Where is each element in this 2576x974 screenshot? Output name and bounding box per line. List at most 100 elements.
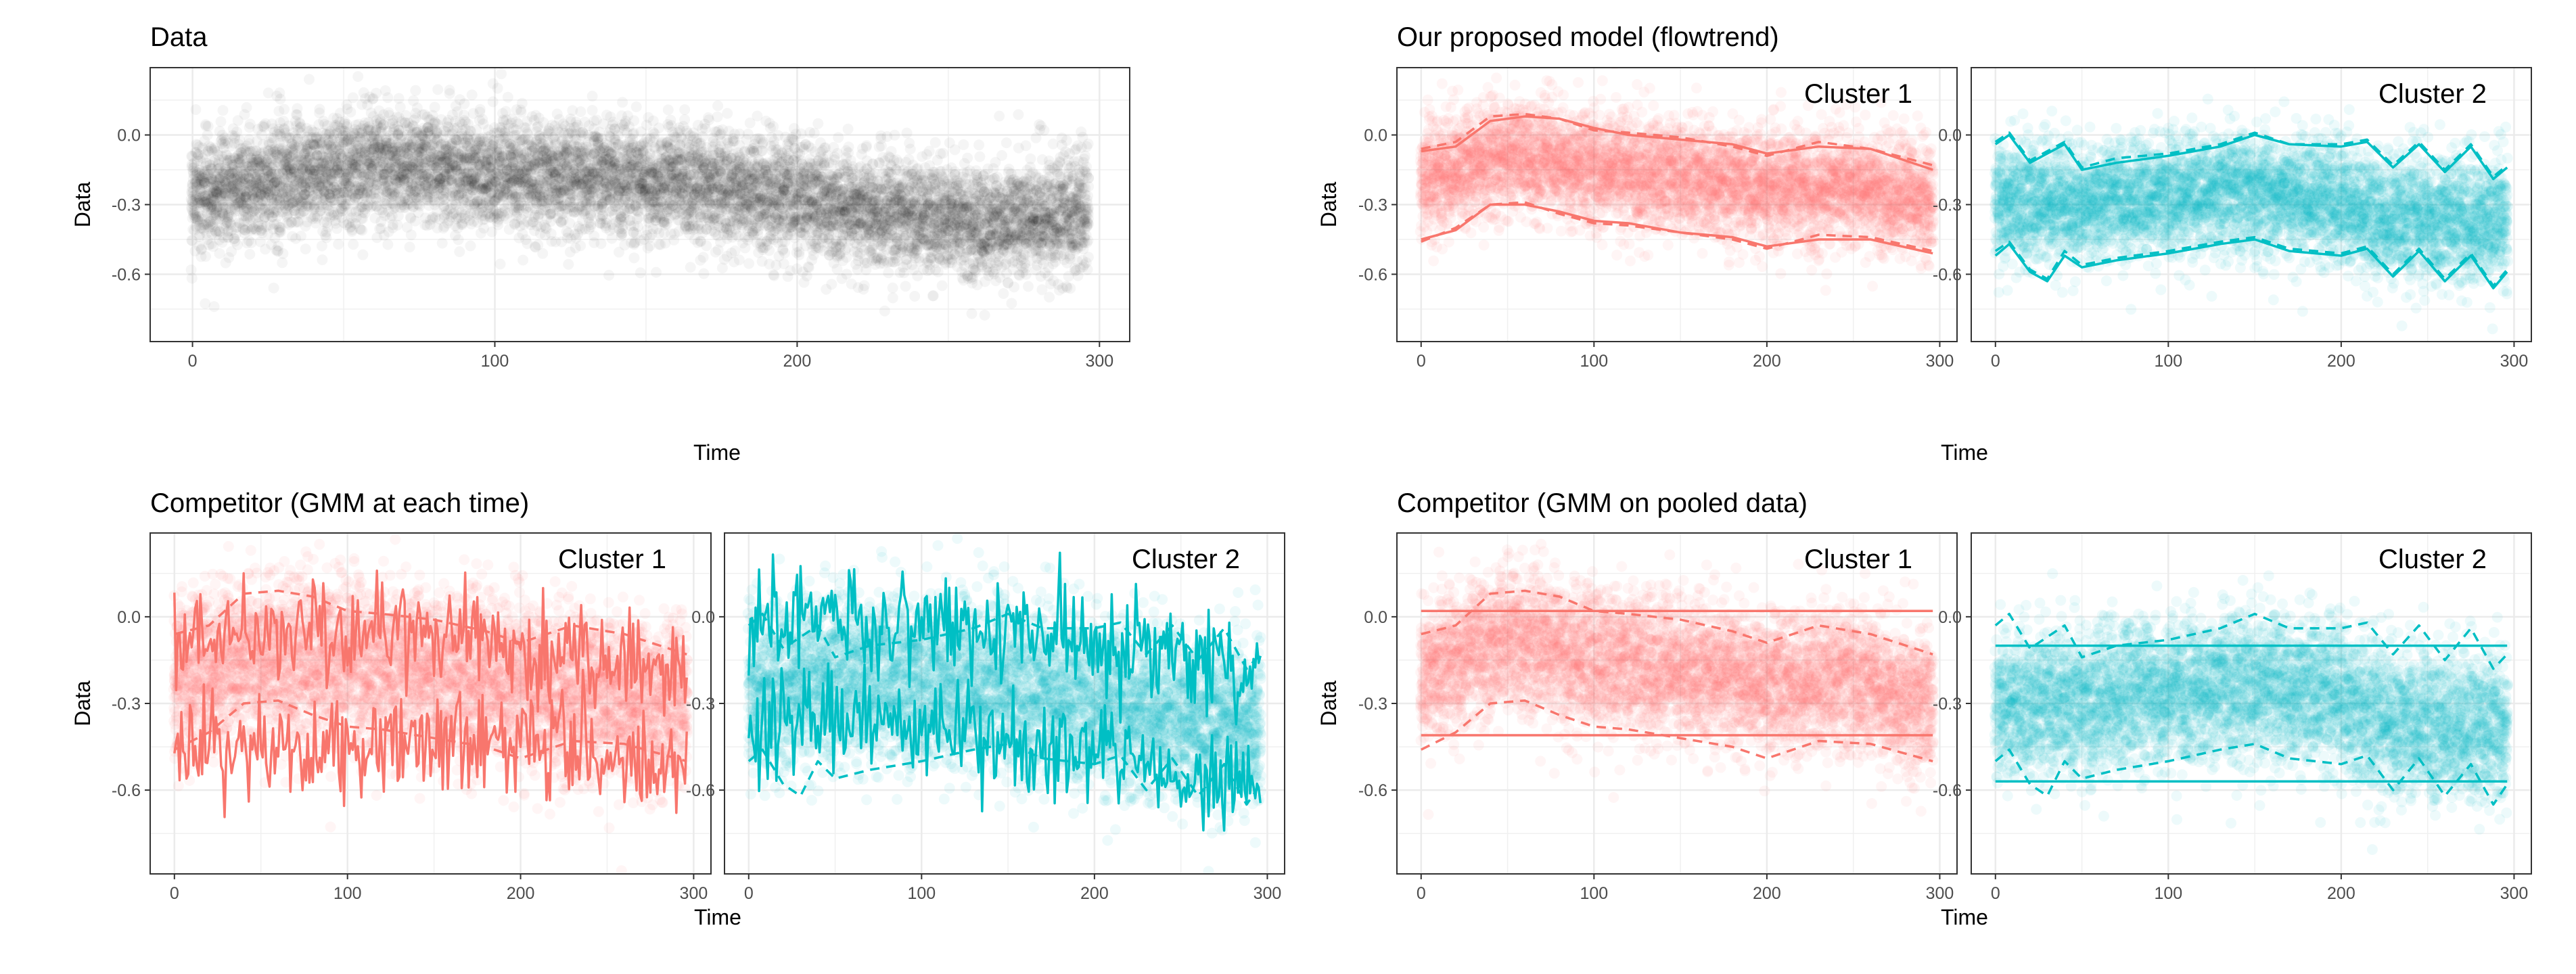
- data-point: [345, 106, 356, 118]
- data-point: [231, 175, 243, 187]
- data-point: [238, 180, 249, 191]
- data-point: [232, 173, 244, 185]
- data-point: [453, 234, 464, 246]
- data-point: [218, 202, 229, 213]
- data-point: [247, 193, 258, 204]
- data-point: [239, 164, 251, 176]
- data-point: [186, 235, 198, 246]
- data-point: [206, 145, 218, 157]
- data-point: [241, 191, 252, 203]
- data-point: [229, 172, 240, 184]
- data-point: [221, 179, 232, 190]
- data-point: [665, 114, 676, 126]
- data-point: [229, 189, 239, 201]
- data-point: [257, 121, 269, 132]
- data-point: [236, 152, 248, 163]
- data-point: [256, 227, 268, 239]
- data-point: [212, 225, 223, 236]
- data-point: [216, 167, 228, 179]
- data-point: [187, 165, 199, 177]
- data-point: [199, 168, 210, 179]
- data-point: [242, 178, 254, 189]
- data-point: [212, 168, 224, 179]
- data-point: [221, 190, 232, 202]
- data-point: [198, 172, 209, 184]
- data-point: [218, 211, 230, 223]
- data-point: [250, 145, 262, 157]
- data-point: [210, 187, 222, 199]
- data-point: [241, 170, 252, 182]
- data-point: [220, 164, 231, 175]
- data-point: [201, 185, 212, 196]
- data-point: [227, 123, 239, 135]
- data-point: [196, 244, 207, 256]
- data-point: [254, 185, 266, 197]
- data-point: [204, 216, 216, 227]
- data-point: [454, 246, 465, 258]
- data-point: [563, 258, 574, 270]
- data-point: [244, 179, 255, 191]
- data-point: [242, 237, 253, 249]
- data-point: [206, 172, 217, 184]
- data-point: [248, 183, 259, 194]
- data-point: [232, 150, 244, 162]
- data-point: [260, 165, 272, 176]
- data-point: [258, 146, 270, 158]
- data-point: [206, 173, 217, 185]
- data-point: [238, 216, 250, 227]
- data-point: [235, 177, 246, 188]
- data-point: [219, 202, 231, 213]
- data-point: [218, 223, 229, 234]
- data-point: [232, 187, 244, 198]
- data-point: [200, 251, 211, 262]
- data-point: [231, 126, 242, 137]
- data-point: [193, 220, 205, 231]
- data-point: [196, 198, 207, 208]
- data-point: [214, 213, 226, 225]
- data-point: [233, 181, 244, 191]
- data-point: [258, 159, 270, 170]
- data-point: [214, 226, 225, 237]
- data-point: [642, 242, 653, 254]
- data-point: [202, 189, 213, 200]
- data-point: [487, 96, 499, 108]
- data-point: [234, 196, 246, 208]
- data-point: [240, 186, 252, 198]
- data-point: [254, 160, 266, 172]
- data-point: [197, 223, 208, 234]
- data-point: [260, 154, 272, 166]
- data-point: [348, 239, 359, 250]
- data-point: [253, 156, 264, 168]
- data-point: [229, 233, 240, 244]
- data-point: [250, 181, 261, 192]
- data-point: [219, 187, 231, 199]
- data-point: [192, 156, 204, 166]
- data-point: [262, 149, 274, 160]
- data-point: [193, 179, 205, 190]
- data-point: [187, 212, 198, 224]
- data-point: [189, 177, 201, 188]
- data-point: [191, 147, 202, 158]
- data-point: [198, 224, 210, 235]
- data-point: [257, 195, 269, 207]
- data-point: [231, 163, 243, 174]
- data-point: [260, 156, 272, 168]
- data-point: [238, 169, 250, 181]
- data-point: [199, 196, 210, 208]
- data-point: [244, 145, 256, 157]
- data-point: [235, 197, 247, 208]
- data-point: [246, 161, 258, 172]
- data-point: [371, 87, 382, 99]
- data-point: [252, 164, 264, 176]
- data-point: [214, 162, 226, 174]
- data-point: [218, 187, 229, 198]
- data-point: [224, 190, 235, 202]
- data-point: [226, 140, 237, 152]
- data-point: [213, 234, 225, 246]
- data-point: [223, 215, 234, 227]
- data-point: [235, 170, 246, 181]
- data-point: [202, 202, 214, 213]
- data-point: [225, 172, 237, 184]
